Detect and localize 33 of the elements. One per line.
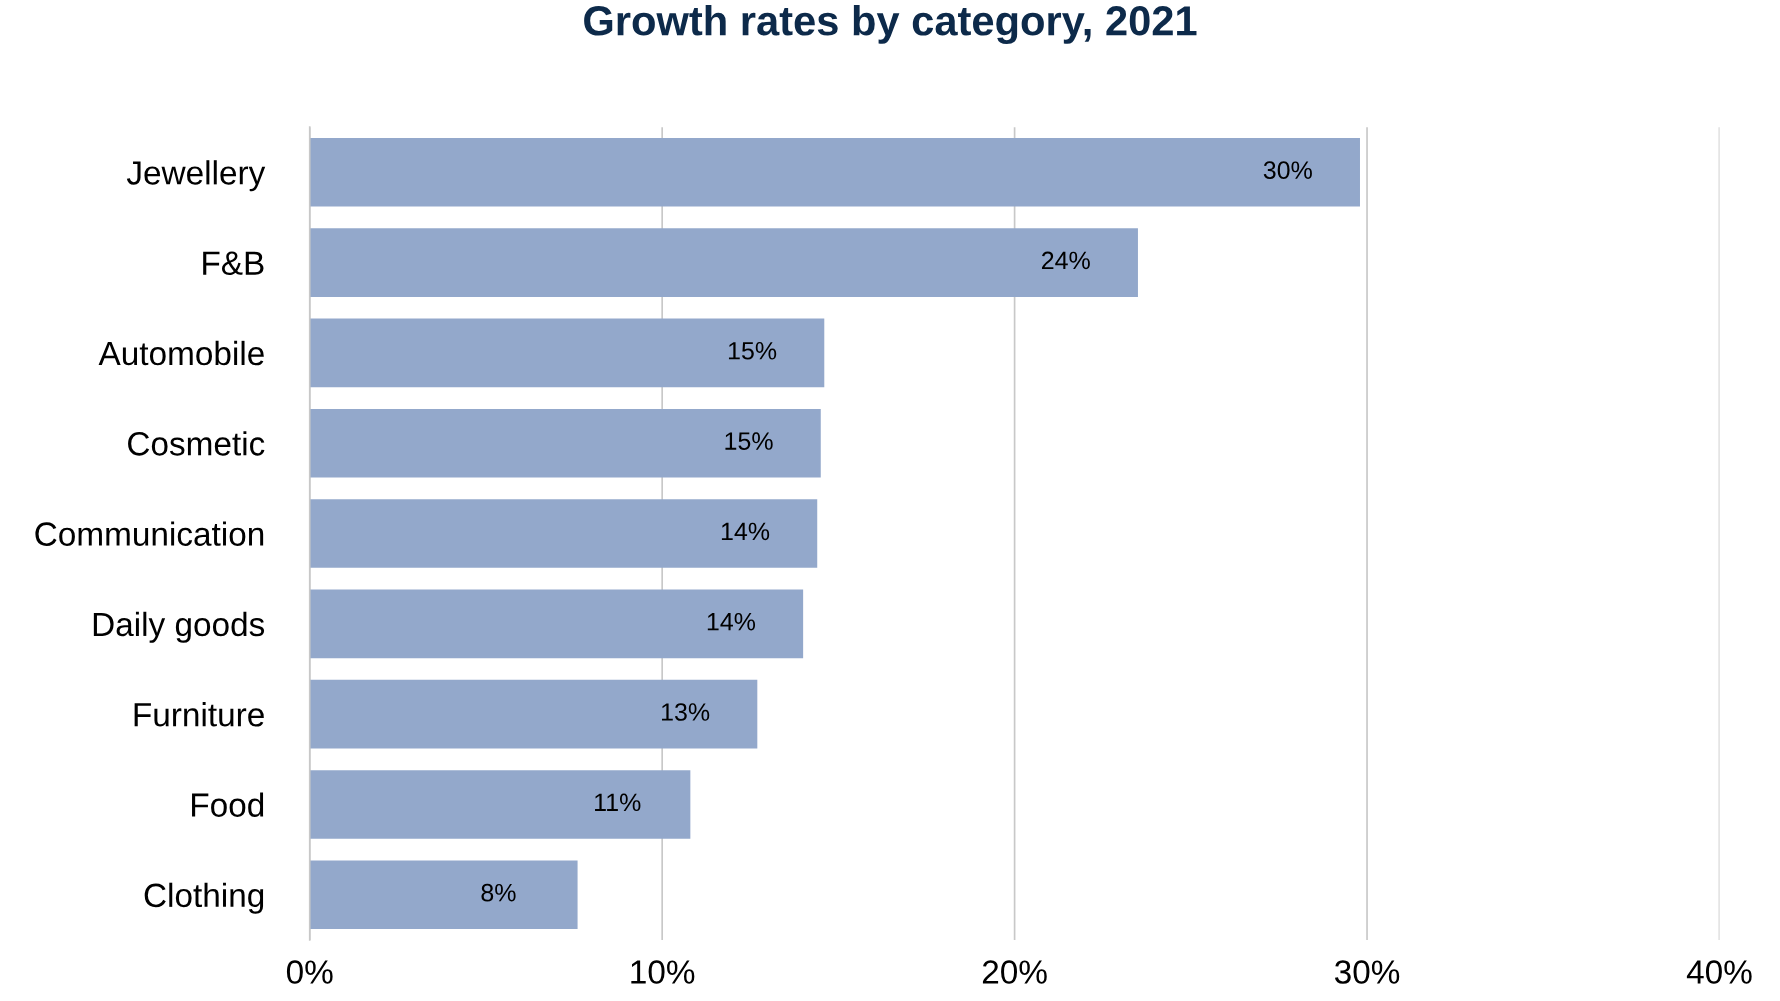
chart-title: Growth rates by category, 2021 xyxy=(584,5,1197,45)
x-tick-label: 0% xyxy=(286,960,333,984)
y-tick-label: Clothing xyxy=(144,882,264,914)
bar xyxy=(309,770,691,839)
y-tick-label: Daily goods xyxy=(93,611,265,643)
bar xyxy=(309,499,818,568)
y-tick-label: Automobile xyxy=(98,340,264,366)
data-label: 15% xyxy=(728,342,777,360)
bar xyxy=(309,679,758,749)
bar xyxy=(309,860,578,930)
y-tick-label: Cosmetic xyxy=(128,431,265,456)
data-label: 11% xyxy=(595,793,641,812)
x-tick-label: 30% xyxy=(1334,960,1400,984)
data-label: 14% xyxy=(707,612,756,631)
y-tick-label: Food xyxy=(192,792,264,817)
x-tick-label: 20% xyxy=(982,960,1047,984)
data-label: 30% xyxy=(1263,161,1312,179)
y-tick-label: Communication xyxy=(35,521,264,546)
bar xyxy=(309,408,821,478)
data-label: 13% xyxy=(662,703,710,721)
data-label: 24% xyxy=(1041,251,1090,270)
y-tick-label: Jewellery xyxy=(126,160,266,192)
x-tick-label: 40% xyxy=(1686,960,1752,984)
data-label: 14% xyxy=(721,522,770,541)
y-tick-label: F&B xyxy=(203,251,264,275)
x-tick-label: 10% xyxy=(631,960,695,984)
y-tick-label: Furniture xyxy=(134,702,264,727)
bar xyxy=(309,228,1138,297)
data-label: 8% xyxy=(481,883,516,902)
bar xyxy=(309,137,1360,207)
data-label: 15% xyxy=(725,432,773,450)
bar xyxy=(309,589,804,659)
bar xyxy=(309,318,825,388)
